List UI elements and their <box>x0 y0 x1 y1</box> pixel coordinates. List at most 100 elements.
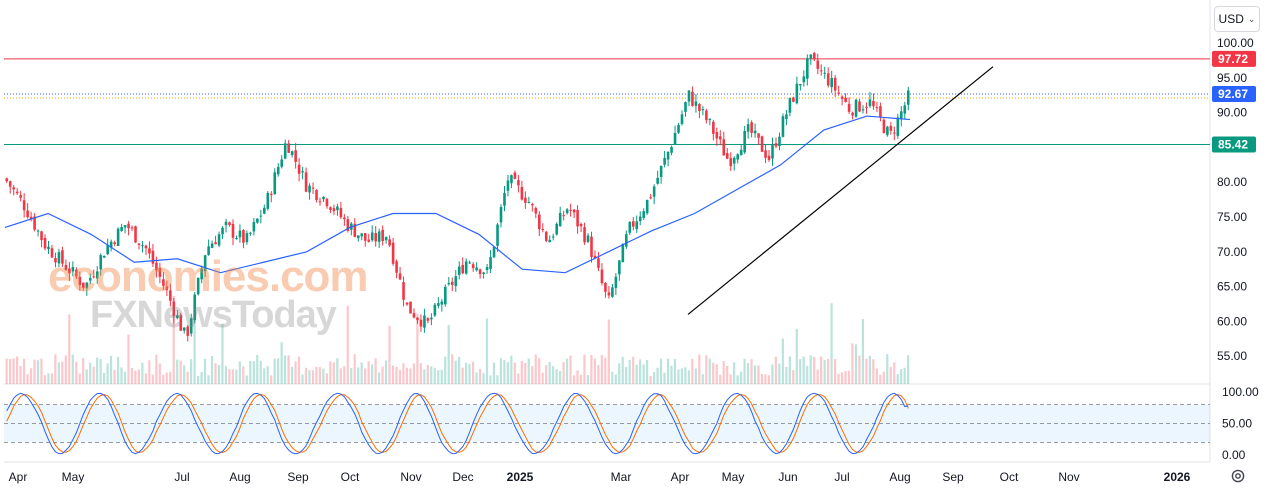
candle-body <box>214 242 217 245</box>
candle-body <box>562 215 565 217</box>
volume-bar <box>781 338 784 384</box>
candle-body <box>833 77 837 91</box>
price-tick-label: 90.00 <box>1217 106 1247 120</box>
volume-bar <box>155 354 158 384</box>
volume-bar <box>256 354 259 384</box>
candle-body <box>799 83 802 86</box>
candle-body <box>363 233 367 241</box>
candle-body <box>343 217 346 220</box>
candle-body <box>555 223 559 235</box>
candle-body <box>113 242 116 244</box>
volume-bar <box>412 363 415 384</box>
volume-bar <box>694 368 697 384</box>
candle-body <box>315 190 318 200</box>
candle-body <box>47 246 50 250</box>
candle-body <box>196 277 200 295</box>
candle-body <box>551 236 555 238</box>
volume-bar <box>882 371 885 384</box>
volume-bar <box>903 367 906 384</box>
volume-bar <box>329 361 332 384</box>
candle-body <box>708 119 712 121</box>
time-tick-label: Jul <box>174 470 189 484</box>
candle-body <box>221 227 224 235</box>
volume-bar <box>33 359 36 384</box>
candle-body <box>130 227 134 229</box>
candle-body <box>524 197 527 203</box>
candle-body <box>116 228 120 247</box>
candle-body <box>868 99 872 107</box>
volume-bar <box>221 323 224 384</box>
candle-body <box>729 158 733 167</box>
candle-body <box>409 301 412 314</box>
time-tick-label: Mar <box>611 470 632 484</box>
volume-bar <box>604 357 607 384</box>
volume-bar <box>673 358 677 384</box>
volume-bar <box>280 342 283 384</box>
candle-body <box>464 261 468 274</box>
candle-body <box>607 292 611 296</box>
candle-body <box>858 101 861 112</box>
volume-bar <box>795 328 798 384</box>
volume-bar <box>733 362 736 384</box>
volume-bar <box>249 360 252 384</box>
volume-bar <box>158 363 161 384</box>
candle-body <box>210 243 214 248</box>
candle-body <box>92 276 96 278</box>
volume-bar <box>646 359 649 384</box>
candle-body <box>162 279 165 286</box>
candle-body <box>384 237 388 241</box>
volume-bar <box>858 355 861 384</box>
candle-body <box>440 301 444 305</box>
volume-bar <box>113 369 116 384</box>
candle-body <box>388 239 391 246</box>
volume-bar <box>426 365 429 384</box>
candle-body <box>743 131 746 153</box>
candle-body <box>200 268 203 280</box>
volume-bar <box>802 356 805 384</box>
volume-bar <box>92 366 95 384</box>
volume-bar <box>196 375 200 384</box>
volume-bar <box>444 356 447 384</box>
candle-body <box>175 315 179 319</box>
candle-body <box>405 302 409 305</box>
volume-bar <box>183 365 186 384</box>
volume-bar <box>552 366 555 384</box>
volume-bar <box>162 374 165 384</box>
candle-body <box>332 208 336 212</box>
candle-body <box>694 101 698 106</box>
volume-bar <box>844 371 847 384</box>
candle-body <box>718 136 722 140</box>
candle-body <box>381 229 384 241</box>
volume-bar <box>680 368 684 384</box>
candle-body <box>513 172 517 179</box>
candle-body <box>482 272 485 274</box>
volume-bar <box>687 370 690 384</box>
volume-bar <box>451 354 454 384</box>
volume-bar <box>430 366 433 384</box>
time-tick-label: Nov <box>1058 470 1079 484</box>
volume-bar <box>294 361 297 384</box>
candle-body <box>847 103 851 112</box>
volume-bar <box>169 371 172 384</box>
currency-selector-button[interactable]: USD ⌄ <box>1214 6 1260 32</box>
volume-bar <box>499 358 503 384</box>
candle-body <box>645 199 649 214</box>
candle-body <box>5 178 9 182</box>
time-tick-label: Aug <box>889 470 910 484</box>
candle-body <box>402 282 405 300</box>
candle-body <box>238 230 242 238</box>
volume-bar <box>565 358 569 384</box>
volume-bar <box>308 370 311 384</box>
volume-bar <box>266 366 269 384</box>
oscillator-tick-label: 50.00 <box>1222 417 1252 431</box>
volume-bar <box>757 365 760 384</box>
volume-bar <box>374 358 377 384</box>
candle-body <box>691 91 694 106</box>
volume-bar <box>228 369 231 384</box>
volume-bar <box>47 373 50 384</box>
candle-body <box>680 114 684 124</box>
time-tick-label: Dec <box>452 470 473 484</box>
gear-icon[interactable] <box>1228 466 1248 486</box>
trendline <box>687 66 994 315</box>
